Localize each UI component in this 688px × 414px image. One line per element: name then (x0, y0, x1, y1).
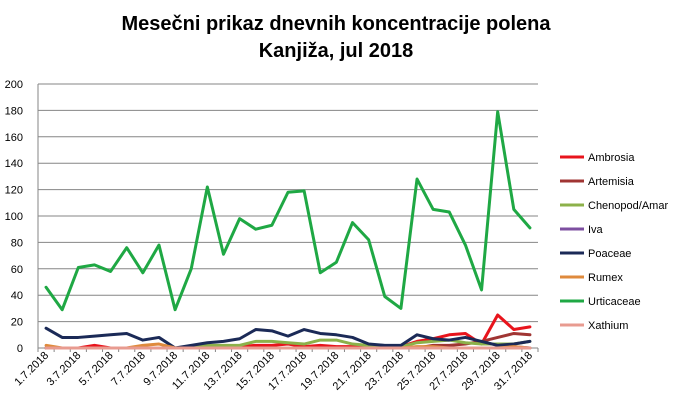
chart-title-line-2: Kanjiža, jul 2018 (259, 40, 414, 62)
y-tick-label: 100 (5, 211, 23, 223)
y-tick-label: 40 (11, 290, 23, 302)
legend-label-poaceae: Poaceae (588, 248, 631, 260)
y-tick-label: 20 (11, 317, 23, 329)
y-tick-label: 180 (5, 105, 23, 117)
y-tick-label: 60 (11, 264, 23, 276)
gridlines (38, 83, 538, 349)
y-tick-label: 120 (5, 185, 23, 197)
legend-label-artemisia: Artemisia (588, 176, 635, 188)
y-tick-label: 80 (11, 237, 23, 249)
y-tick-label: 200 (5, 79, 23, 91)
series-line-urticaceae (44, 110, 532, 312)
y-tick-label: 160 (5, 132, 23, 144)
y-tick-label: 0 (17, 343, 23, 355)
legend-label-xathium: Xathium (588, 320, 628, 332)
legend-label-ambrosia: Ambrosia (588, 152, 635, 164)
legend: Ambrosia Artemisia Chenopod/Amar Iva Poaceae… (560, 152, 668, 332)
chart-title-line-1: Mesečni prikaz dnevnih koncentracije pol… (121, 13, 551, 35)
legend-label-rumex: Rumex (588, 272, 623, 284)
legend-label-urticaceae: Urticaceae (588, 296, 641, 308)
series-line-poaceae (44, 326, 532, 350)
y-tick-label: 140 (5, 158, 23, 170)
legend-label-chenopod-amar: Chenopod/Amar (588, 200, 668, 212)
legend-label-iva: Iva (588, 224, 604, 236)
series-lines (44, 110, 532, 350)
